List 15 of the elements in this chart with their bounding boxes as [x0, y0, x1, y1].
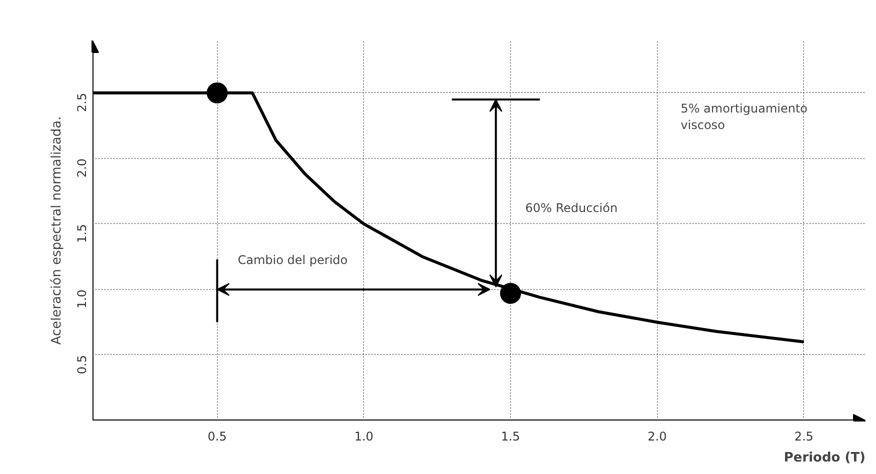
annotation: 60% Reducción: [525, 200, 618, 215]
y-tick-label: 2.5: [75, 92, 89, 112]
annotation: 5% amortiguamiento viscoso: [680, 101, 808, 132]
x-tick-label: 1.0: [354, 430, 374, 444]
x-tick-label: 2.0: [648, 430, 667, 444]
y-tick-label: 0.5: [75, 354, 89, 374]
y-tick-label: 1.5: [75, 224, 89, 244]
x-tick-label: 1.5: [500, 430, 520, 444]
y-tick-label: 2.0: [75, 158, 89, 178]
x-axis-title: Periodo (T): [784, 450, 866, 466]
x-tick-label: 2.5: [794, 430, 814, 444]
y-tick-label: 1.0: [75, 289, 89, 309]
x-tick-label: 0.5: [208, 430, 227, 444]
y-axis-title: Aceleración espectral normalizada.: [50, 116, 64, 345]
annotation: Cambio del perido: [238, 253, 348, 268]
